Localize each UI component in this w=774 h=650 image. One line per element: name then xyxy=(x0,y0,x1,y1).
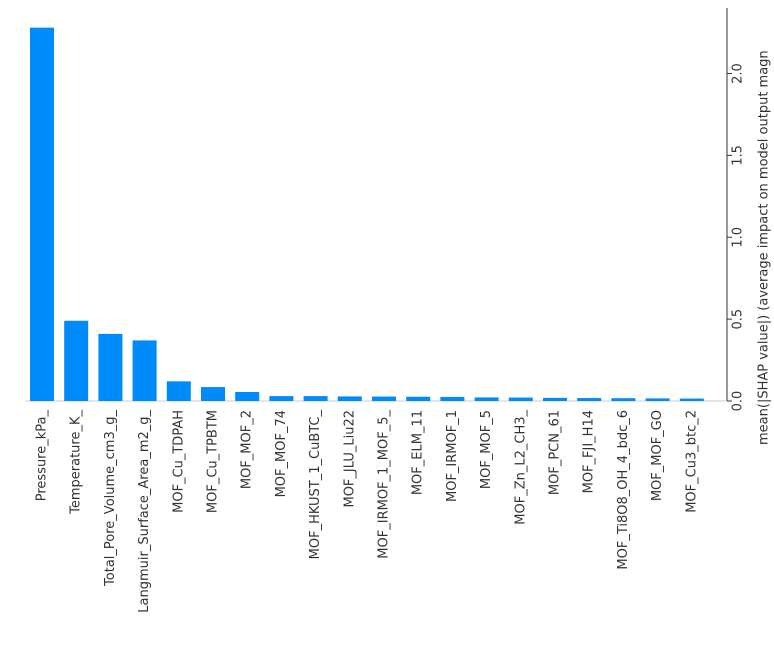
x-tick-label: MOF_MOF_74 xyxy=(274,410,289,497)
x-tick-label: MOF_PCN_61 xyxy=(548,410,563,495)
bar xyxy=(474,397,499,401)
x-tick-label: Langmuir_Surface_Area_m2_g_ xyxy=(137,410,152,613)
bar xyxy=(166,381,191,401)
bar xyxy=(577,398,602,401)
x-tick-label: MOF_MOF_2 xyxy=(240,410,255,489)
bar xyxy=(132,340,157,401)
x-tick-label: MOF_Cu3_btc_2 xyxy=(684,410,699,513)
x-tick-label: MOF_Zn_L2_CH3_ xyxy=(513,410,528,525)
x-tick-label: Total_Pore_Volume_cm3_g_ xyxy=(103,410,118,587)
x-tick-label: MOF_JLU_Liu22 xyxy=(342,410,357,508)
x-tick-label: MOF_ELM_11 xyxy=(411,410,426,495)
bar xyxy=(645,398,670,401)
bar xyxy=(406,396,431,401)
bar xyxy=(611,398,636,401)
x-tick-label: MOF_FJI_H14 xyxy=(582,410,597,493)
x-tick-label: MOF_MOF_GO xyxy=(650,410,665,501)
bar xyxy=(30,27,54,402)
bar xyxy=(372,396,396,401)
x-tick-label: MOF_HKUST_1_CuBTC_ xyxy=(308,410,323,560)
x-tick-label: Pressure_kPa_ xyxy=(35,410,50,502)
y-tick-label: 0.5 xyxy=(731,309,746,330)
bar xyxy=(679,398,704,401)
x-tick-label: MOF_Cu_TPBTM xyxy=(206,410,221,513)
x-tick-label: MOF_MOF_5 xyxy=(479,410,494,489)
bar xyxy=(269,396,294,401)
bar xyxy=(543,397,567,401)
bar xyxy=(98,333,123,401)
bar xyxy=(64,320,89,401)
y-tick-label: 2.0 xyxy=(731,63,746,84)
x-tick-label: MOF_IRMOF_1_MOF_5_ xyxy=(377,410,392,559)
y-tick-label: 1.5 xyxy=(731,145,746,166)
x-tick-label: MOF_Ti8O8_OH_4_bdc_6 xyxy=(616,410,631,570)
x-tick-label: MOF_IRMOF_1 xyxy=(445,410,460,502)
bar xyxy=(235,391,260,401)
bar xyxy=(201,387,225,401)
bar xyxy=(337,396,362,401)
y-axis-label: mean(|SHAP value|) (average impact on mo… xyxy=(757,50,772,445)
bar xyxy=(508,397,533,401)
x-tick-label: Temperature_K_ xyxy=(69,410,84,515)
x-tick-label: MOF_Cu_TDPAH xyxy=(171,410,186,513)
y-tick-label: 1.0 xyxy=(731,227,746,248)
bar xyxy=(440,396,465,401)
y-tick-label: 0.0 xyxy=(731,391,746,412)
bar xyxy=(303,396,328,401)
